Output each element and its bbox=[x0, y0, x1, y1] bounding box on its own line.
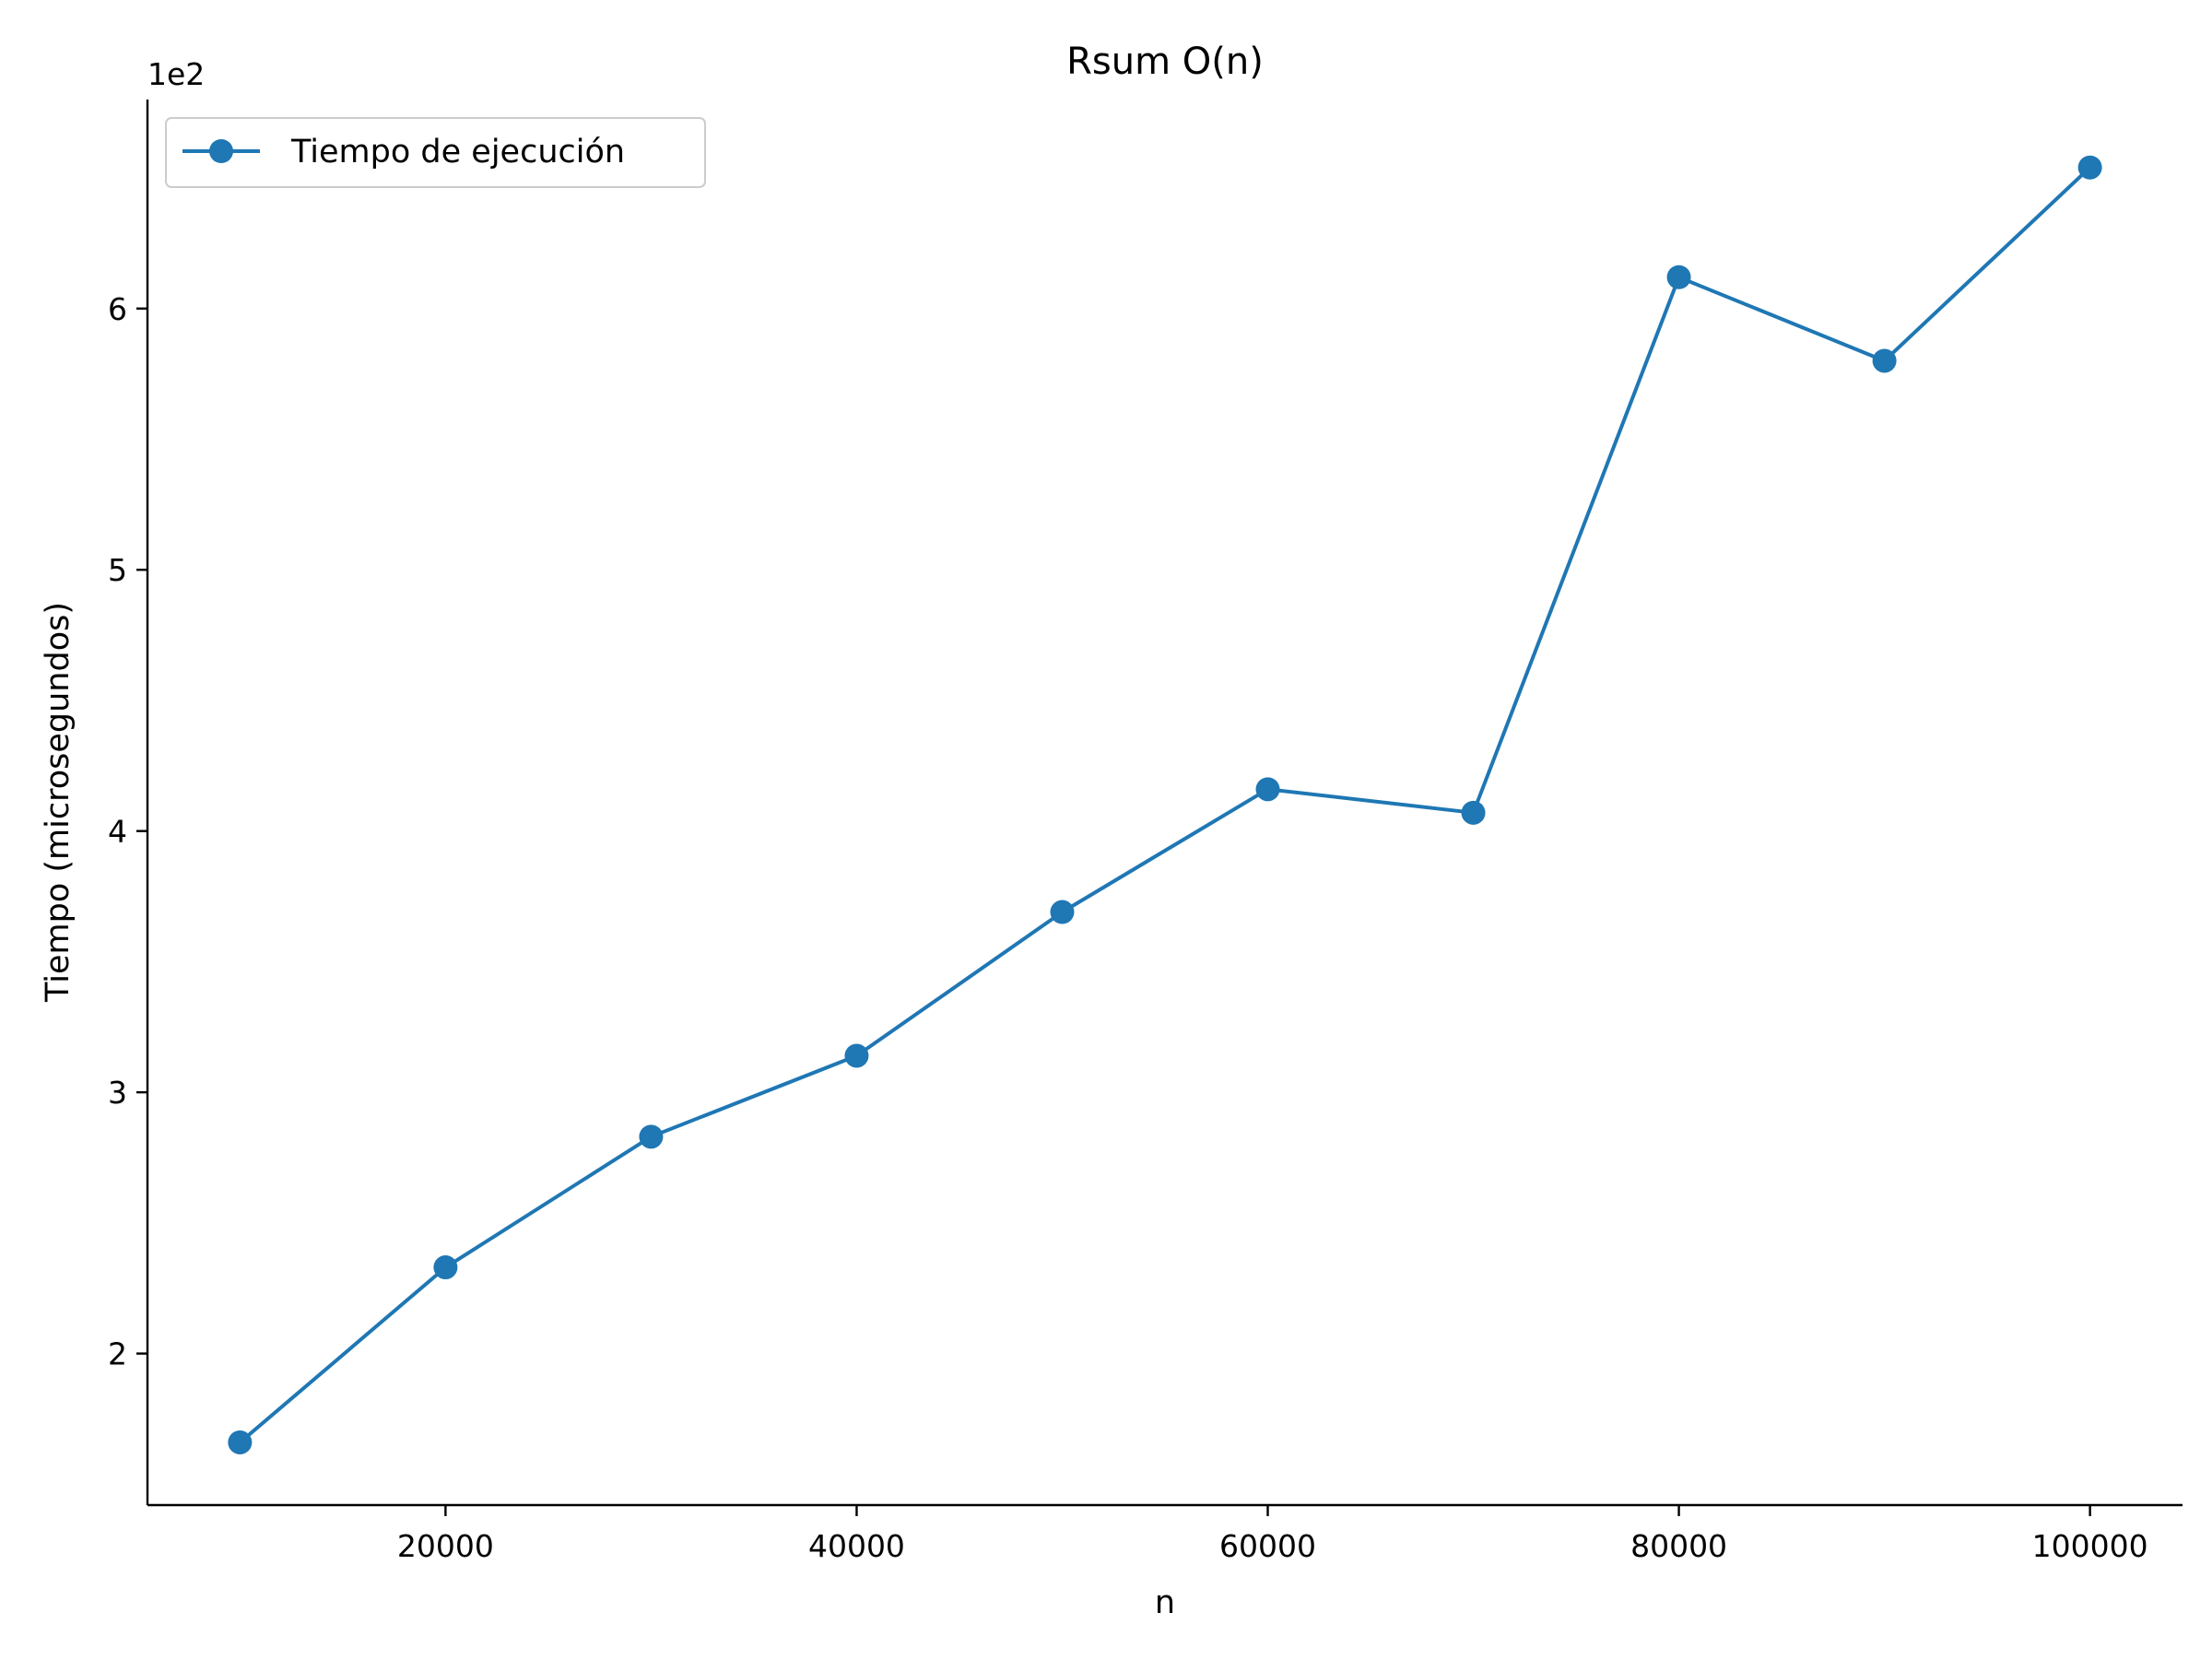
y-tick-label: 4 bbox=[108, 814, 127, 850]
legend-marker bbox=[209, 139, 233, 163]
y-axis-label: Tiempo (microsegundos) bbox=[40, 602, 76, 1003]
legend-label: Tiempo de ejecución bbox=[290, 134, 625, 171]
chart-title: Rsum O(n) bbox=[1066, 41, 1264, 83]
data-point bbox=[2077, 155, 2102, 180]
data-point bbox=[1255, 777, 1280, 802]
legend-box bbox=[165, 117, 706, 188]
series-line bbox=[239, 166, 2091, 1444]
x-axis-label: n bbox=[1155, 1584, 1175, 1621]
y-tick-label: 6 bbox=[108, 291, 127, 327]
data-point bbox=[1461, 800, 1486, 825]
y-tick-label: 5 bbox=[108, 552, 127, 588]
data-point bbox=[844, 1043, 869, 1068]
x-tick-label: 80000 bbox=[1630, 1528, 1727, 1564]
x-tick-label: 20000 bbox=[397, 1528, 494, 1564]
x-ticks: 20000 40000 60000 80000 100000 bbox=[397, 1505, 2148, 1564]
axes bbox=[146, 100, 2183, 1507]
legend: Tiempo de ejecución bbox=[165, 117, 706, 188]
data-point bbox=[228, 1430, 253, 1454]
x-tick-label: 40000 bbox=[808, 1528, 905, 1564]
x-tick-label: 100000 bbox=[2032, 1528, 2148, 1564]
y-axis-offset-label: 1e2 bbox=[147, 56, 205, 92]
y-tick-label: 2 bbox=[108, 1336, 127, 1372]
data-point bbox=[1666, 265, 1691, 289]
x-tick-label: 60000 bbox=[1219, 1528, 1316, 1564]
data-point bbox=[1050, 900, 1075, 924]
series-layer bbox=[228, 155, 2102, 1454]
y-ticks: 2 3 4 5 6 bbox=[108, 291, 147, 1372]
y-tick-label: 3 bbox=[108, 1075, 127, 1111]
data-point bbox=[639, 1124, 664, 1149]
data-point bbox=[433, 1255, 458, 1280]
data-point bbox=[1872, 348, 1897, 373]
